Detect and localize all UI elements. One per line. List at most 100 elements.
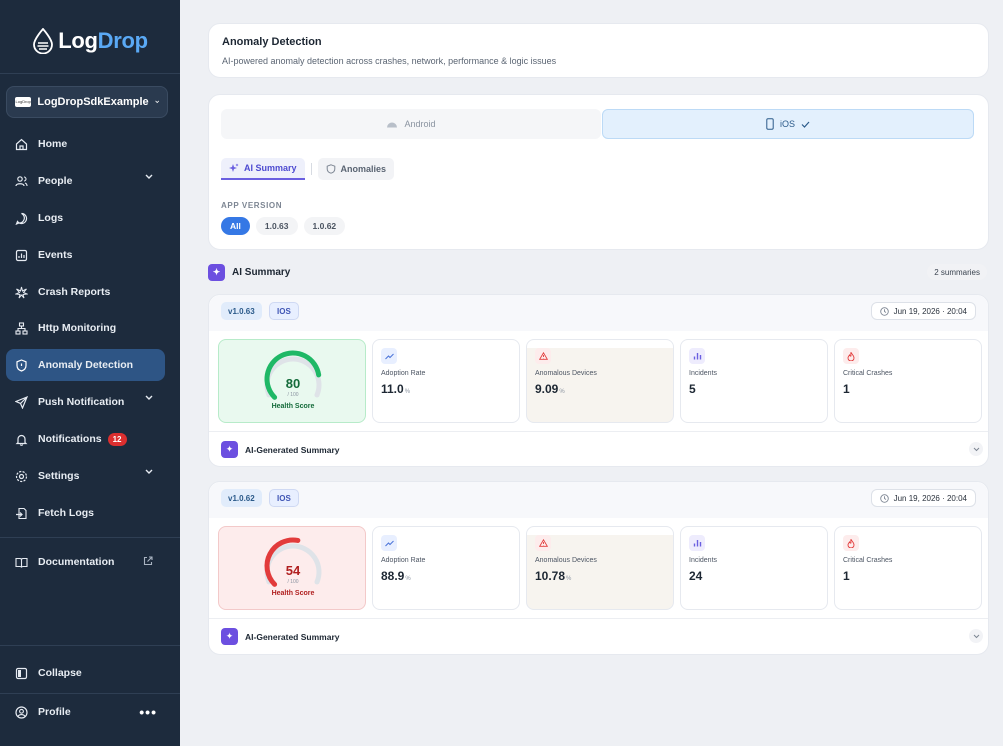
platform-label: iOS (779, 119, 795, 129)
os-badge: IOS (269, 489, 299, 507)
sidebar-item-profile[interactable]: Profile ••• (6, 696, 165, 728)
sidebar-item-home[interactable]: Home (6, 128, 165, 160)
chat-icon (14, 211, 28, 225)
version-chip-1-0-62[interactable]: 1.0.62 (303, 217, 346, 235)
metric-anomalous-devices: Anomalous Devices 10.78% (526, 526, 674, 610)
check-icon (801, 121, 810, 128)
more-icon[interactable]: ••• (139, 704, 157, 720)
release-date: Jun 19, 2026 · 20:04 (870, 302, 976, 320)
crash-icon (14, 285, 28, 299)
metric-value: 1 (843, 382, 850, 396)
sidebar-item-label: Profile (38, 706, 71, 718)
trend-up-icon (381, 348, 397, 364)
phone-icon (766, 118, 774, 130)
metric-label: Adoption Rate (381, 557, 426, 564)
sidebar-item-label: Anomaly Detection (38, 359, 134, 371)
sidebar-item-push-notification[interactable]: Push Notification (6, 386, 165, 418)
health-gauge (264, 350, 322, 400)
sidebar-item-http-monitoring[interactable]: Http Monitoring (6, 312, 165, 344)
divider (310, 163, 312, 175)
sidebar-item-label: Http Monitoring (38, 322, 117, 334)
metric-adoption-rate: Adoption Rate 11.0% (372, 339, 520, 423)
sidebar-item-logs[interactable]: Logs (6, 202, 165, 234)
metric-incidents: Incidents 24 (680, 526, 828, 610)
version-chip-all[interactable]: All (221, 217, 250, 235)
platform-tab-android[interactable]: Android (221, 109, 601, 139)
bar-chart-icon (689, 348, 705, 364)
sidebar-item-label: Collapse (38, 667, 82, 679)
gauge-fill (264, 537, 301, 587)
sidebar-item-label: Logs (38, 212, 64, 224)
health-score-value: 80 (285, 376, 301, 391)
sidebar-item-label: People (38, 175, 73, 187)
sparkle-icon: ✦ (221, 628, 238, 645)
sidebar-item-anomaly-detection[interactable]: Anomaly Detection (6, 349, 165, 381)
view-tabs: AI Summary Anomalies (221, 158, 395, 180)
health-score-card: 54 / 100 Health Score (218, 526, 366, 610)
metric-label: Critical Crashes (843, 370, 893, 377)
shield-icon (14, 358, 28, 372)
metric-critical-crashes: Critical Crashes 1 (834, 526, 982, 610)
bar-chart-icon (689, 535, 705, 551)
chevron-down-icon[interactable] (969, 442, 983, 456)
ai-generated-summary-toggle[interactable]: ✦ AI-Generated Summary (209, 618, 988, 654)
release-date: Jun 19, 2026 · 20:04 (870, 489, 976, 507)
flame-icon (843, 348, 859, 364)
chevron-down-icon[interactable] (145, 174, 153, 180)
tab-label: AI Summary (244, 163, 297, 173)
sidebar-item-collapse[interactable]: Collapse (6, 657, 165, 689)
clock-icon (879, 306, 889, 316)
user-icon (14, 705, 28, 719)
version-badge: v1.0.63 (221, 302, 262, 320)
platform-tab-ios[interactable]: iOS (602, 109, 974, 139)
divider (0, 73, 180, 74)
divider (0, 537, 180, 538)
sidebar-item-settings[interactable]: Settings (6, 460, 165, 492)
filters-card: Android iOS AI Summary Anomalies APP VER… (208, 94, 989, 250)
sidebar-item-label: Crash Reports (38, 286, 111, 298)
chevron-down-icon[interactable] (969, 629, 983, 643)
book-icon (14, 555, 28, 569)
clock-icon (879, 493, 889, 503)
version-chip-1-0-63[interactable]: 1.0.63 (255, 217, 298, 235)
page-header-card: Anomaly Detection AI-powered anomaly det… (208, 23, 989, 78)
sidebar-item-people[interactable]: People (6, 165, 165, 197)
droplet-logo-icon (33, 28, 54, 54)
page-subtitle: AI-powered anomaly detection across cras… (222, 56, 557, 66)
health-score-max: / 100 (287, 392, 299, 398)
ai-summary-label: AI-Generated Summary (245, 632, 340, 642)
metric-label: Critical Crashes (843, 557, 893, 564)
tab-anomalies[interactable]: Anomalies (317, 158, 395, 180)
divider (0, 645, 180, 646)
metric-value: 11.0% (381, 382, 411, 396)
tab-ai-summary[interactable]: AI Summary (221, 158, 305, 180)
release-card: v1.0.63 IOS Jun 19, 2026 · 20:04 80 / 10… (208, 294, 989, 467)
sidebar-item-events[interactable]: Events (6, 239, 165, 271)
sidebar-item-notifications[interactable]: Notifications 12 (6, 423, 165, 455)
ai-generated-summary-toggle[interactable]: ✦ AI-Generated Summary (209, 431, 988, 467)
send-icon (14, 395, 28, 409)
project-selector[interactable]: LogDrop LogDropSdkExample (6, 86, 168, 118)
health-score-label: Health Score (271, 590, 315, 597)
chevron-down-icon[interactable] (145, 469, 153, 475)
sidebar-item-documentation[interactable]: Documentation (6, 546, 165, 578)
sidebar-item-label: Home (38, 138, 68, 150)
sidebar-item-fetch-logs[interactable]: Fetch Logs (6, 497, 165, 529)
metric-value: 1 (843, 569, 850, 583)
sidebar-item-crash-reports[interactable]: Crash Reports (6, 276, 165, 308)
metric-adoption-rate: Adoption Rate 88.9% (372, 526, 520, 610)
ai-summary-heading: ✦ AI Summary (208, 264, 290, 281)
metric-label: Incidents (689, 370, 718, 377)
metric-value: 24 (689, 569, 703, 583)
date-text: Jun 19, 2026 · 20:04 (893, 493, 967, 503)
sidebar-item-label: Fetch Logs (38, 507, 95, 519)
sidebar-item-label: Push Notification (38, 396, 125, 408)
health-score-max: / 100 (287, 579, 299, 585)
fetch-icon (14, 506, 28, 520)
ai-summary-label: AI-Generated Summary (245, 445, 340, 455)
metric-value: 9.09% (535, 382, 565, 396)
chart-icon (14, 248, 28, 262)
sidebar-item-label: Notifications (38, 433, 102, 445)
app-logo[interactable]: LogDrop (0, 28, 180, 54)
chevron-down-icon[interactable] (145, 395, 153, 401)
